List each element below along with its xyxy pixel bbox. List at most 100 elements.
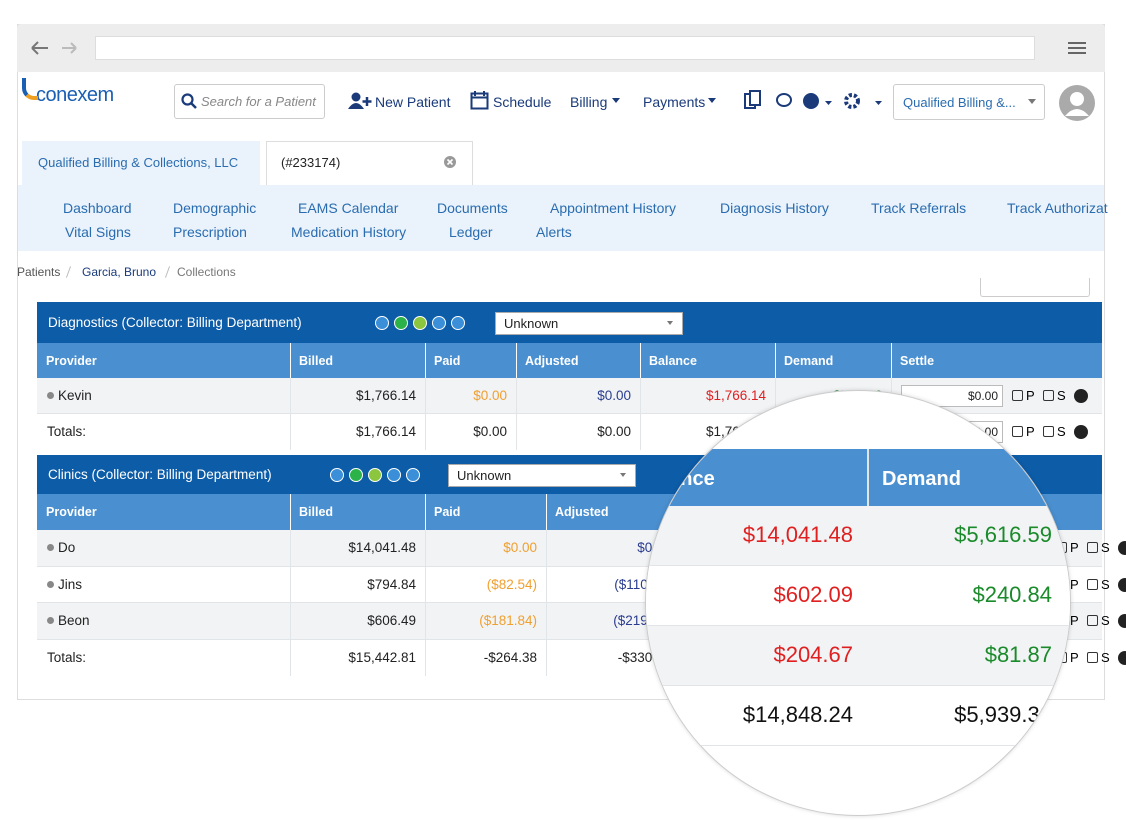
org-select[interactable] <box>893 84 1045 120</box>
settle-checkbox[interactable] <box>1087 615 1098 626</box>
settle-confirm[interactable] <box>1118 577 1126 592</box>
menu-item[interactable]: Medication History <box>291 224 407 240</box>
settle-checkbox[interactable] <box>1012 390 1023 401</box>
avatar[interactable] <box>1058 84 1096 122</box>
section-select[interactable] <box>448 463 636 487</box>
magnifier-value: $602.09 <box>773 582 853 607</box>
cell-divider <box>546 603 547 640</box>
cell-divider <box>425 603 426 640</box>
tab[interactable]: Qualified Billing & Collections, LLC <box>38 155 239 170</box>
section-icon[interactable] <box>394 315 408 330</box>
settle-checkbox[interactable] <box>1087 542 1098 553</box>
cell-divider <box>290 530 291 567</box>
menu-item[interactable]: Documents <box>437 200 508 216</box>
cell-value: $606.49 <box>367 613 416 629</box>
tab[interactable]: (#233174) <box>281 155 341 170</box>
settle-confirm[interactable] <box>1074 425 1088 439</box>
section-icon[interactable] <box>387 467 401 482</box>
settle-confirm[interactable] <box>1118 541 1126 555</box>
section-icon[interactable] <box>330 467 344 482</box>
menu-item[interactable]: Prescription <box>173 224 247 240</box>
menu-item[interactable]: Diagnosis History <box>720 200 829 216</box>
nav-item[interactable]: Payments <box>643 94 706 110</box>
menu-item[interactable]: Track Authorizat <box>1007 200 1108 216</box>
tab-patient-bg[interactable] <box>266 141 473 186</box>
tab-active-bg[interactable] <box>22 141 260 185</box>
settle-confirm[interactable] <box>1118 650 1126 665</box>
menu-icon[interactable] <box>1066 40 1088 56</box>
cell-value: $1,766.14 <box>355 424 416 439</box>
section-icon[interactable] <box>406 467 420 482</box>
column-divider <box>290 494 291 530</box>
nav-arrows[interactable] <box>28 38 88 58</box>
cell-divider <box>425 378 426 414</box>
menu-item[interactable]: EAMS Calendar <box>298 200 399 216</box>
cell-divider <box>516 378 517 414</box>
provider-name[interactable]: Kevin <box>58 388 92 403</box>
cell-divider <box>290 639 291 676</box>
search-icon <box>181 93 197 109</box>
section-icon[interactable] <box>432 315 446 330</box>
column-divider <box>640 343 641 378</box>
address-bar[interactable] <box>95 36 1035 60</box>
provider-name[interactable]: Beon <box>58 613 90 629</box>
settle-checkbox[interactable] <box>1012 426 1023 437</box>
nav-item[interactable]: Billing <box>570 94 608 110</box>
menu-bar <box>18 185 1104 251</box>
menu-item[interactable]: Dashboard <box>63 200 132 216</box>
schedule-icon <box>470 91 489 110</box>
column-header: Adjusted <box>555 505 609 519</box>
search-placeholder: Search for a Patient <box>201 94 316 109</box>
settle-checkbox[interactable] <box>1087 578 1098 590</box>
cell-value: $15,442.81 <box>348 649 416 665</box>
provider-name[interactable]: Do <box>58 540 76 556</box>
column-header: Paid <box>434 353 461 368</box>
settle-checkbox[interactable] <box>1043 426 1054 437</box>
menu-item[interactable]: Vital Signs <box>65 224 131 240</box>
settle-confirm[interactable] <box>1118 614 1126 628</box>
settle-checkbox[interactable] <box>1043 390 1054 401</box>
column-header: Balance <box>649 353 697 368</box>
provider-name[interactable]: Jins <box>58 576 83 592</box>
section-icon[interactable] <box>413 315 427 330</box>
cell-value: -$264.38 <box>483 649 537 665</box>
cell-value: $794.84 <box>367 576 416 592</box>
section-icon[interactable] <box>368 467 382 482</box>
nav-item[interactable]: Schedule <box>493 94 552 110</box>
cell-divider <box>290 566 291 603</box>
breadcrumb-item[interactable]: Garcia, Bruno <box>82 265 157 279</box>
menu-item[interactable]: Appointment History <box>550 200 677 216</box>
column-divider <box>775 343 776 378</box>
logo[interactable]: conexem <box>36 84 114 106</box>
cell-divider <box>775 378 776 414</box>
menu-item[interactable]: Ledger <box>449 224 493 240</box>
settle-confirm[interactable] <box>1074 389 1088 403</box>
menu-item[interactable]: Alerts <box>536 224 572 240</box>
cell-value: ($82.54) <box>486 576 537 592</box>
magnifier-row <box>646 686 1070 746</box>
settle-checkbox[interactable] <box>1087 651 1098 663</box>
settle-option: P <box>1070 649 1079 665</box>
cell-value: $1,766.14 <box>355 388 416 403</box>
tool-icons[interactable] <box>743 90 885 112</box>
cell-divider <box>425 530 426 567</box>
section-icon[interactable] <box>451 315 465 330</box>
magnifier-row <box>646 566 1070 626</box>
menu-item[interactable]: Track Referrals <box>871 200 967 216</box>
tab-close[interactable] <box>443 155 457 169</box>
menu-item[interactable]: Demographic <box>173 200 257 216</box>
totals-label: Totals: <box>47 649 87 665</box>
search-box[interactable] <box>174 84 325 119</box>
org-select-text: Qualified Billing &... <box>903 95 1016 110</box>
breadcrumb-item[interactable]: Patients <box>17 265 61 279</box>
section-select-text: Unknown <box>504 315 559 331</box>
column-header: Provider <box>46 353 97 368</box>
action-button[interactable] <box>980 278 1090 297</box>
nav-item[interactable]: New Patient <box>375 94 451 110</box>
magnifier-value: $81.87 <box>984 642 1052 667</box>
section-select[interactable] <box>495 311 683 335</box>
magnifier-value: $14,848.24 <box>742 702 853 727</box>
section-icon[interactable] <box>349 467 363 482</box>
section-icon[interactable] <box>375 315 389 330</box>
